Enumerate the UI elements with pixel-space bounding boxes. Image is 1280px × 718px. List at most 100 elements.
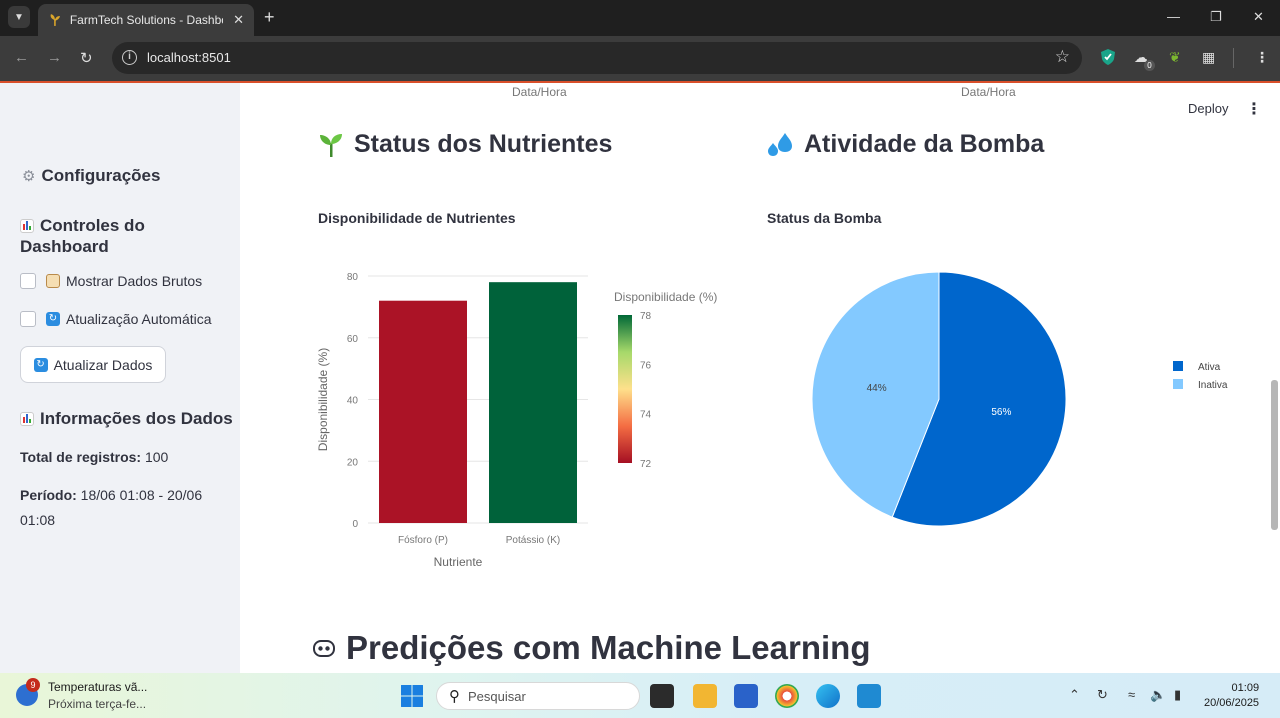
browser-tab[interactable]: FarmTech Solutions - Dashboard ✕ xyxy=(38,4,254,36)
pump-pie-chart: 56% 44% Ativa Inativa xyxy=(811,271,1228,527)
x-axis-label: Nutriente xyxy=(434,555,483,569)
wifi-icon[interactable]: ≈ xyxy=(1128,687,1136,702)
browser-menu-icon[interactable]: ⋮ xyxy=(1255,49,1269,65)
extension-badge: 0 xyxy=(1144,60,1155,71)
show-hidden-icons-icon[interactable]: ⌃ xyxy=(1069,687,1080,702)
refresh-data-button[interactable]: ↻ Atualizar Dados xyxy=(20,346,166,383)
leaf-extension-icon[interactable]: ❦ xyxy=(1169,49,1181,65)
close-window-icon[interactable]: ✕ xyxy=(1253,9,1264,24)
auto-update-checkbox[interactable] xyxy=(20,311,36,327)
legend-label: Inativa xyxy=(1198,380,1228,391)
deploy-button[interactable]: Deploy xyxy=(1188,101,1229,116)
sidebar: ⚙ Configurações Controles do Dashboard Mo… xyxy=(0,83,240,673)
show-raw-data-checkbox-row[interactable]: Mostrar Dados Brutos xyxy=(20,273,202,289)
browser-tabbar: ▼ FarmTech Solutions - Dashboard ✕ + — ❐… xyxy=(0,0,1280,36)
clock-time: 01:09 xyxy=(1231,682,1260,694)
address-bar[interactable]: i localhost:8501 ☆ xyxy=(112,42,1082,74)
x-tick-label: Fósforo (P) xyxy=(398,535,448,546)
water-drops-icon xyxy=(768,132,792,156)
page-scrollbar[interactable] xyxy=(1271,380,1278,530)
windows-taskbar: 9 Temperaturas vã... Próxima terça-fe...… xyxy=(0,673,1280,718)
pie-slice xyxy=(891,271,1067,527)
legend-swatch xyxy=(1173,379,1183,389)
search-icon: ⚲ xyxy=(449,688,460,705)
colorbar-tick-label: 72 xyxy=(640,459,652,470)
ml-section-title: Predições com Machine Learning xyxy=(312,629,871,667)
sync-icon[interactable]: ↻ xyxy=(1097,687,1108,702)
y-tick-label: 20 xyxy=(347,457,359,468)
back-icon[interactable]: ← xyxy=(14,49,29,66)
search-placeholder: Pesquisar xyxy=(468,688,526,704)
new-tab-icon[interactable]: + xyxy=(264,7,275,27)
seedling-icon xyxy=(320,133,342,157)
bar xyxy=(489,282,577,523)
weather-title: Temperaturas vã... xyxy=(48,680,148,694)
robot-icon xyxy=(313,640,335,657)
tab-search-button[interactable]: ▼ xyxy=(8,6,30,28)
y-axis-label: Disponibilidade (%) xyxy=(316,348,330,451)
pie-value-label: 44% xyxy=(867,383,887,394)
prev-chart-xlabel-left: Data/Hora xyxy=(512,85,567,99)
colorbar-tick-label: 76 xyxy=(640,360,652,371)
nutrients-chart-title: Disponibilidade de Nutrientes xyxy=(318,210,516,226)
pump-section-title: Atividade da Bomba xyxy=(766,130,1044,159)
vscode-icon[interactable] xyxy=(857,684,881,708)
refresh-emoji-icon: ↻ xyxy=(46,312,60,326)
app-menu-icon[interactable]: ⋮ xyxy=(1246,101,1262,118)
pump-chart-title: Status da Bomba xyxy=(767,210,882,226)
total-records-text: Total de registros: 100 xyxy=(20,449,169,465)
chrome-icon[interactable] xyxy=(775,684,799,708)
reload-icon[interactable]: ↻ xyxy=(80,50,93,67)
show-raw-data-label: Mostrar Dados Brutos xyxy=(66,273,203,289)
weather-subtitle: Próxima terça-fe... xyxy=(48,697,147,711)
y-tick-label: 60 xyxy=(347,334,359,345)
clock-date: 20/06/2025 xyxy=(1204,697,1260,709)
x-tick-label: Potássio (K) xyxy=(506,535,560,546)
windows-start-icon[interactable] xyxy=(400,684,424,708)
y-tick-label: 40 xyxy=(347,396,359,407)
refresh-emoji-icon: ↻ xyxy=(33,357,48,372)
minimize-icon[interactable]: — xyxy=(1167,9,1180,24)
url-text: localhost:8501 xyxy=(147,50,231,65)
shield-extension-icon[interactable] xyxy=(1100,48,1116,66)
colorbar-tick-label: 74 xyxy=(640,410,652,421)
weather-icon: 9 xyxy=(16,678,40,706)
bar-chart-icon xyxy=(20,412,34,426)
weather-badge: 9 xyxy=(26,678,40,692)
main-content: Data/Hora Data/Hora Deploy ⋮ Status dos … xyxy=(240,83,1280,673)
streamlit-favicon-icon xyxy=(50,14,60,26)
bar xyxy=(379,300,467,523)
nutrients-section-title: Status dos Nutrientes xyxy=(318,130,612,159)
y-tick-label: 0 xyxy=(352,519,358,530)
toolbar-divider xyxy=(1233,48,1234,68)
edge-icon[interactable] xyxy=(816,684,840,708)
show-raw-data-checkbox[interactable] xyxy=(20,273,36,289)
forward-icon[interactable]: → xyxy=(47,49,62,66)
tab-close-icon[interactable]: ✕ xyxy=(233,12,244,27)
prev-chart-xlabel-right: Data/Hora xyxy=(961,85,1016,99)
y-tick-label: 80 xyxy=(347,272,359,283)
nutrients-bar-chart: 0 20 40 60 80 Fósforo (P) Potássio (K) Nutrient… xyxy=(316,272,717,569)
store-icon[interactable] xyxy=(734,684,758,708)
auto-update-label: Atualização Automática xyxy=(66,311,212,327)
taskbar-clock[interactable]: 01:09 20/06/2025 xyxy=(1204,681,1259,711)
battery-icon[interactable]: ▮ xyxy=(1174,687,1182,702)
file-explorer-icon[interactable] xyxy=(693,684,717,708)
task-view-icon[interactable] xyxy=(650,684,674,708)
bookmark-star-icon[interactable]: ☆ xyxy=(1054,47,1070,66)
auto-update-checkbox-row[interactable]: ↻ Atualização Automática xyxy=(20,311,212,327)
weather-widget[interactable]: 9 Temperaturas vã... Próxima terça-fe... xyxy=(16,678,148,711)
pie-slice xyxy=(811,271,940,518)
period-text: Período: 18/06 01:08 - 20/06 01:08 xyxy=(20,487,203,528)
data-info-heading: Informações dos Dados xyxy=(20,409,233,429)
taskbar-search-box[interactable]: ⚲ Pesquisar xyxy=(436,682,640,710)
controls-heading: Controles do Dashboard xyxy=(20,216,145,256)
colorbar xyxy=(618,315,632,463)
legend-label: Ativa xyxy=(1198,362,1221,373)
volume-muted-icon[interactable]: 🔈 xyxy=(1150,687,1167,702)
pie-value-label: 56% xyxy=(991,407,1011,418)
site-info-icon[interactable]: i xyxy=(122,50,137,65)
streamlit-top-decoration xyxy=(0,81,1280,83)
restore-icon[interactable]: ❐ xyxy=(1210,9,1222,24)
extensions-puzzle-icon[interactable]: ▦ xyxy=(1202,49,1216,65)
